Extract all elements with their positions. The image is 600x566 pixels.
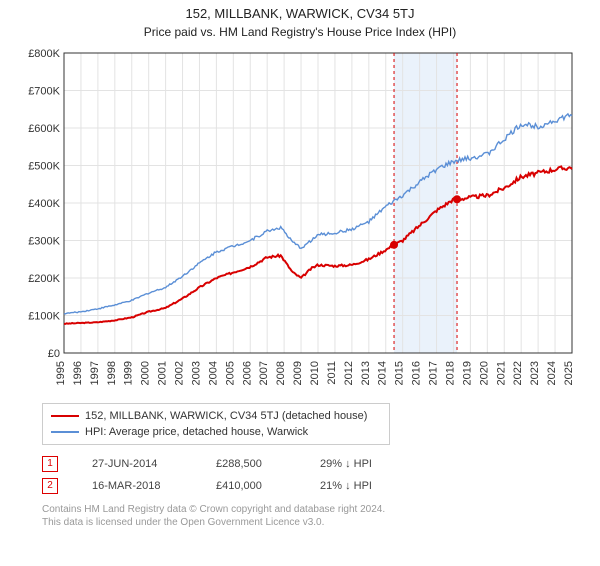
svg-text:1995: 1995 — [55, 361, 67, 385]
legend-label-2: HPI: Average price, detached house, Warw… — [85, 424, 308, 440]
event-price-1: £288,500 — [216, 453, 286, 475]
svg-text:1998: 1998 — [106, 361, 118, 385]
svg-text:£400K: £400K — [28, 198, 60, 210]
svg-text:2023: 2023 — [529, 361, 541, 385]
svg-text:2009: 2009 — [292, 361, 304, 385]
svg-text:£700K: £700K — [28, 86, 60, 98]
svg-text:2005: 2005 — [224, 361, 236, 385]
svg-text:2019: 2019 — [461, 361, 473, 385]
svg-text:2011: 2011 — [326, 361, 338, 385]
svg-text:2010: 2010 — [309, 361, 321, 385]
events-table: 1 27-JUN-2014 £288,500 29% ↓ HPI 2 16-MA… — [42, 453, 600, 497]
legend-swatch-1 — [51, 415, 79, 417]
event-hpi-2: 21% ↓ HPI — [320, 475, 372, 497]
svg-text:2022: 2022 — [512, 361, 524, 385]
svg-text:2012: 2012 — [343, 361, 355, 385]
svg-text:2020: 2020 — [478, 361, 490, 385]
svg-text:2006: 2006 — [241, 361, 253, 385]
attribution: Contains HM Land Registry data © Crown c… — [42, 503, 600, 529]
svg-text:2021: 2021 — [495, 361, 507, 385]
event-date-1: 27-JUN-2014 — [92, 453, 182, 475]
event-row: 2 16-MAR-2018 £410,000 21% ↓ HPI — [42, 475, 600, 497]
svg-text:2016: 2016 — [411, 361, 423, 385]
legend-label-1: 152, MILLBANK, WARWICK, CV34 5TJ (detach… — [85, 408, 367, 424]
svg-text:2025: 2025 — [563, 361, 575, 385]
svg-text:2003: 2003 — [190, 361, 202, 385]
svg-text:2015: 2015 — [394, 361, 406, 385]
attribution-line-2: This data is licensed under the Open Gov… — [42, 516, 600, 529]
attribution-line-1: Contains HM Land Registry data © Crown c… — [42, 503, 600, 516]
svg-text:2008: 2008 — [275, 361, 287, 385]
chart-svg: £0 £100K £200K £300K £400K £500K £600K £700K £80… — [20, 47, 580, 397]
event-marker-1: 1 — [42, 456, 58, 472]
svg-text:2001: 2001 — [157, 361, 169, 385]
price-chart: £0 £100K £200K £300K £400K £500K £600K £700K £80… — [20, 47, 580, 397]
svg-text:2014: 2014 — [377, 361, 389, 385]
legend-row-price-paid: 152, MILLBANK, WARWICK, CV34 5TJ (detach… — [51, 408, 381, 424]
svg-text:£800K: £800K — [28, 48, 60, 60]
svg-text:2017: 2017 — [428, 361, 440, 385]
svg-text:£200K: £200K — [28, 273, 60, 285]
svg-text:2013: 2013 — [360, 361, 372, 385]
legend-swatch-2 — [51, 431, 79, 433]
svg-text:£300K: £300K — [28, 236, 60, 248]
page-title: 152, MILLBANK, WARWICK, CV34 5TJ — [0, 6, 600, 21]
svg-text:1996: 1996 — [72, 361, 84, 385]
svg-text:2018: 2018 — [444, 361, 456, 385]
event-hpi-1: 29% ↓ HPI — [320, 453, 372, 475]
svg-text:2000: 2000 — [140, 361, 152, 385]
svg-text:2004: 2004 — [207, 361, 219, 385]
svg-text:£500K: £500K — [28, 161, 60, 173]
event-date-2: 16-MAR-2018 — [92, 475, 182, 497]
legend: 152, MILLBANK, WARWICK, CV34 5TJ (detach… — [42, 403, 390, 445]
svg-text:2007: 2007 — [258, 361, 270, 385]
svg-text:1999: 1999 — [123, 361, 135, 385]
svg-text:£600K: £600K — [28, 123, 60, 135]
svg-text:2024: 2024 — [546, 361, 558, 385]
svg-text:1997: 1997 — [89, 361, 101, 385]
event-marker-2: 2 — [42, 478, 58, 494]
legend-row-hpi: HPI: Average price, detached house, Warw… — [51, 424, 381, 440]
event-row: 1 27-JUN-2014 £288,500 29% ↓ HPI — [42, 453, 600, 475]
event-price-2: £410,000 — [216, 475, 286, 497]
svg-text:£100K: £100K — [28, 311, 60, 323]
svg-text:£0: £0 — [48, 348, 60, 360]
page-subtitle: Price paid vs. HM Land Registry's House … — [0, 25, 600, 39]
svg-text:2002: 2002 — [174, 361, 186, 385]
